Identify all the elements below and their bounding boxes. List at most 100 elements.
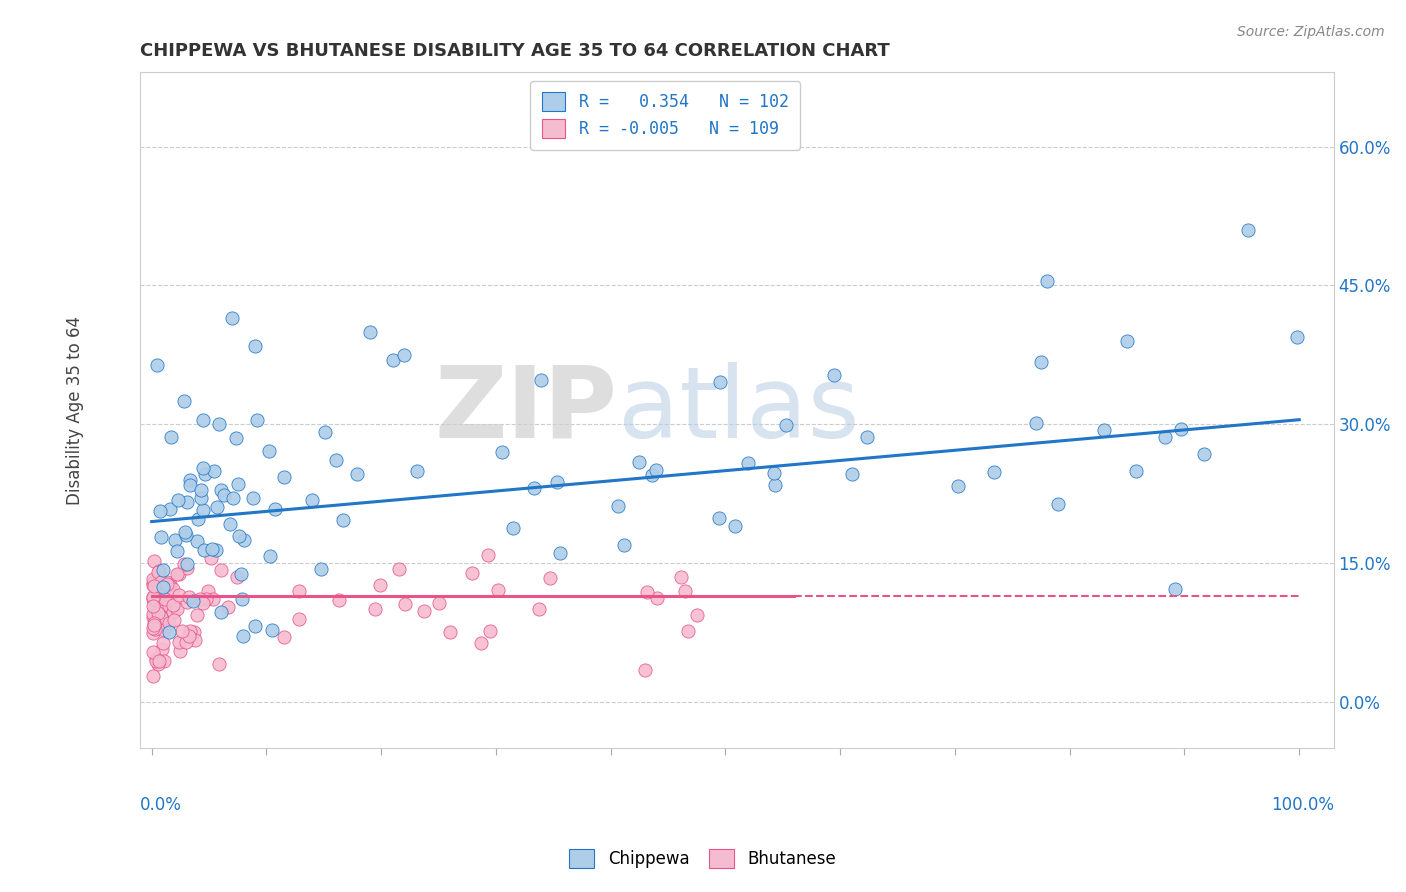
Point: [548, 546, 571, 560]
Point: [146, 582, 169, 597]
Point: [186, 533, 208, 548]
Point: [228, 528, 250, 542]
Point: [1164, 582, 1187, 596]
Point: [217, 599, 239, 614]
Point: [309, 561, 332, 575]
Point: [166, 602, 188, 616]
Point: [193, 596, 215, 610]
Point: [394, 597, 416, 611]
Point: [186, 607, 208, 622]
Legend: Chippewa, Bhutanese: Chippewa, Bhutanese: [562, 843, 844, 875]
Point: [231, 567, 253, 582]
Point: [200, 551, 222, 566]
Point: [148, 654, 170, 668]
Point: [368, 578, 391, 592]
Point: [523, 481, 546, 495]
Point: [143, 616, 166, 631]
Point: [146, 358, 169, 372]
Point: [724, 519, 747, 533]
Point: [181, 593, 204, 607]
Point: [145, 575, 167, 590]
Point: [301, 493, 323, 508]
Point: [676, 624, 699, 638]
Point: [176, 495, 198, 509]
Point: [634, 663, 657, 677]
Point: [146, 565, 169, 579]
Point: [146, 606, 169, 620]
Point: [439, 624, 461, 639]
Point: [152, 623, 174, 637]
Point: [225, 431, 247, 445]
Point: [191, 461, 214, 475]
Point: [162, 582, 184, 596]
Point: [1029, 355, 1052, 369]
Point: [176, 561, 198, 575]
Point: [201, 592, 224, 607]
Point: [527, 602, 550, 616]
Point: [148, 580, 170, 594]
Point: [193, 503, 215, 517]
Point: [208, 657, 231, 672]
Point: [983, 465, 1005, 479]
Point: [143, 579, 166, 593]
Point: [152, 636, 174, 650]
Point: [259, 549, 281, 563]
Point: [212, 488, 235, 502]
Point: [260, 624, 283, 638]
Point: [502, 521, 524, 535]
Point: [429, 596, 451, 610]
Point: [381, 352, 404, 367]
Point: [148, 607, 170, 622]
Point: [143, 579, 166, 593]
Point: [1192, 447, 1215, 461]
Point: [150, 574, 173, 589]
Point: [1035, 274, 1057, 288]
Point: [167, 566, 190, 581]
Point: [162, 605, 184, 619]
Point: [149, 609, 172, 624]
Point: [197, 584, 219, 599]
Point: [671, 570, 693, 584]
Point: [1286, 329, 1309, 343]
Point: [190, 483, 212, 497]
Point: [142, 599, 165, 613]
Point: [762, 467, 785, 481]
Point: [174, 528, 197, 542]
Point: [1154, 430, 1177, 444]
Point: [314, 425, 336, 439]
Point: [169, 644, 191, 658]
Point: [173, 557, 195, 571]
Point: [179, 590, 201, 604]
Point: [232, 629, 254, 643]
Point: [709, 375, 731, 389]
Point: [149, 504, 172, 518]
Point: [167, 634, 190, 648]
Point: [1092, 423, 1115, 437]
Text: CHIPPEWA VS BHUTANESE DISABILITY AGE 35 TO 64 CORRELATION CHART: CHIPPEWA VS BHUTANESE DISABILITY AGE 35 …: [141, 42, 890, 60]
Point: [202, 464, 225, 478]
Point: [179, 473, 201, 487]
Text: 100.0%: 100.0%: [1271, 796, 1334, 814]
Point: [675, 584, 697, 599]
Point: [636, 585, 658, 599]
Point: [174, 524, 197, 539]
Point: [856, 430, 879, 444]
Point: [150, 599, 173, 613]
Point: [686, 607, 709, 622]
Legend: R =   0.354   N = 102, R = -0.005   N = 109: R = 0.354 N = 102, R = -0.005 N = 109: [530, 81, 800, 150]
Point: [246, 413, 269, 427]
Point: [145, 655, 167, 669]
Point: [707, 511, 730, 525]
Point: [162, 613, 184, 627]
Point: [530, 373, 553, 387]
Point: [221, 491, 243, 505]
Point: [841, 467, 863, 481]
Point: [243, 338, 266, 352]
Point: [157, 578, 180, 592]
Point: [208, 417, 231, 432]
Point: [364, 601, 387, 615]
Point: [152, 580, 174, 594]
Point: [478, 624, 501, 638]
Point: [194, 467, 217, 482]
Point: [209, 562, 232, 576]
